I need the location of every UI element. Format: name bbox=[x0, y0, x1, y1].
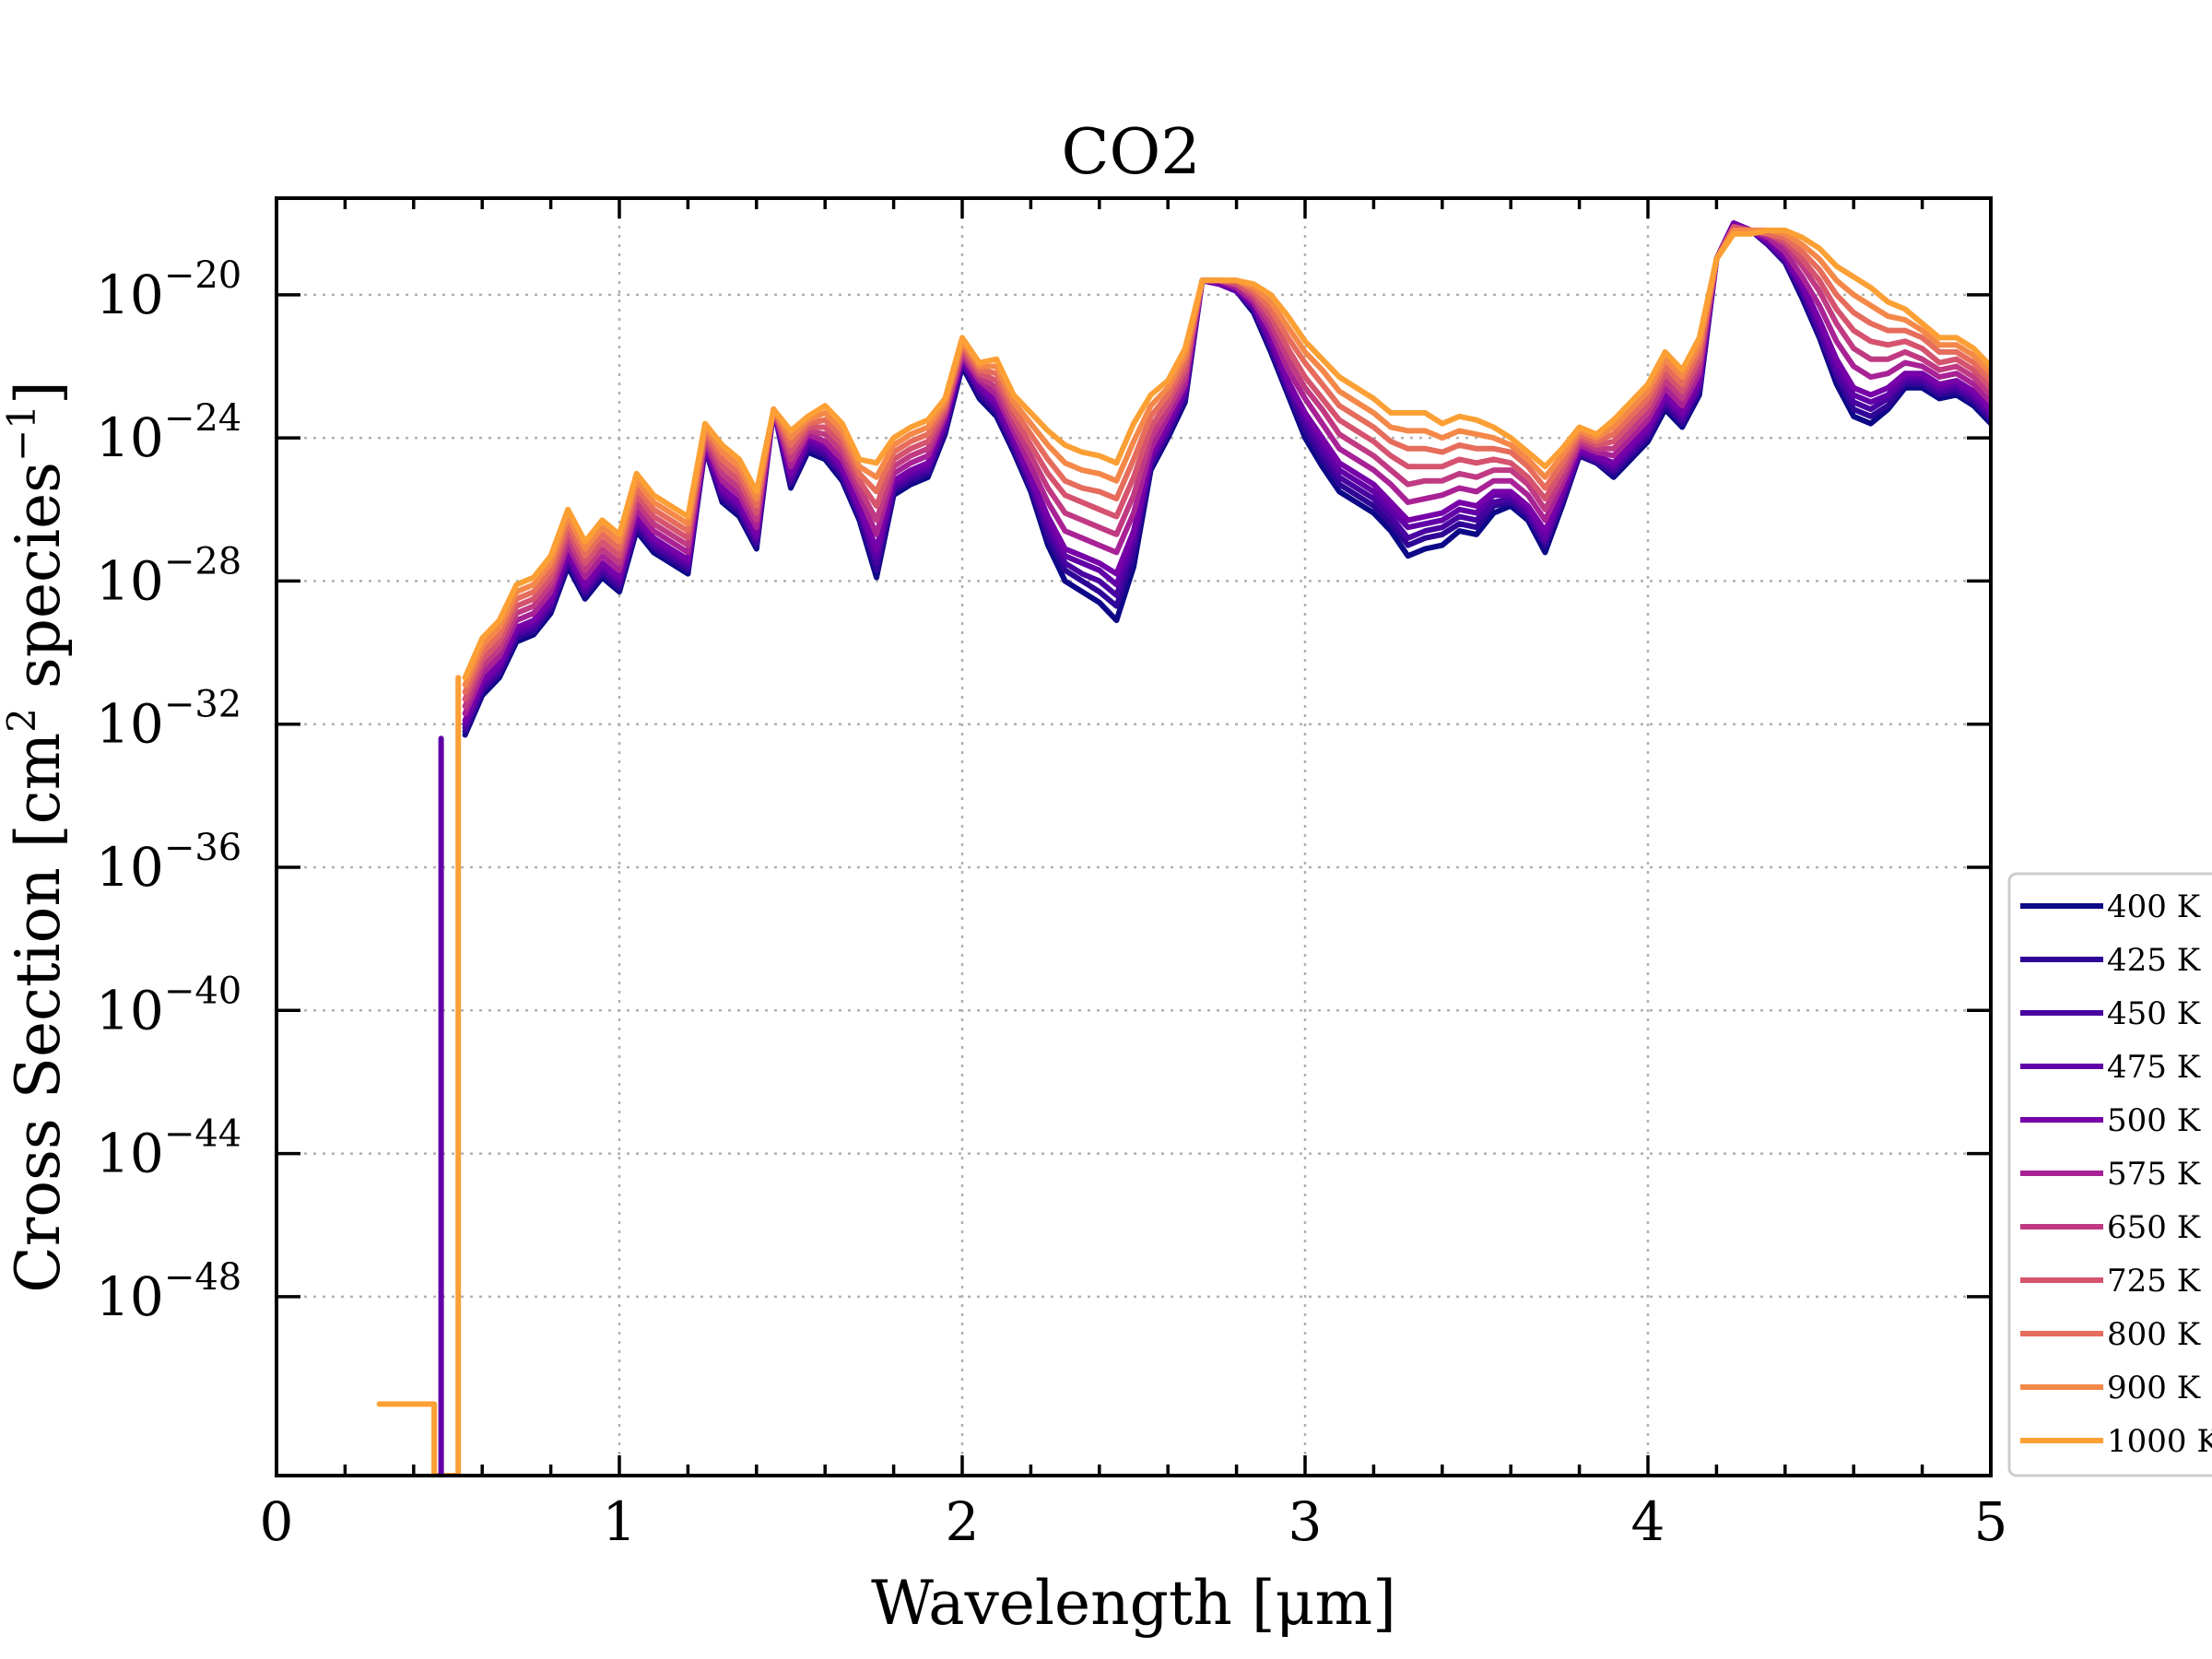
legend-label: 500 K bbox=[2107, 1102, 2201, 1139]
series-line-1000k bbox=[462, 227, 1991, 681]
y-tick-label: 10−36 bbox=[96, 827, 241, 899]
y-axis-label-sup1: 2 bbox=[0, 708, 44, 733]
chart-title: CO2 bbox=[1061, 116, 1200, 189]
y-tick-label: 10−24 bbox=[96, 397, 241, 469]
legend-box bbox=[2007, 872, 2212, 1477]
legend-label: 725 K bbox=[2107, 1263, 2201, 1300]
x-tick-label: 4 bbox=[1631, 1490, 1665, 1553]
legend: 400 K 425 K 450 K 475 K 500 K 575 K 650 K 725 K… bbox=[2007, 872, 2212, 1477]
y-tick-label: 10−28 bbox=[96, 540, 241, 612]
legend-label: 450 K bbox=[2107, 995, 2201, 1032]
x-tick-label: 3 bbox=[1288, 1490, 1323, 1553]
legend-label: 400 K bbox=[2107, 888, 2201, 925]
x-tick-label: 0 bbox=[260, 1490, 294, 1553]
y-tick-label: 10−44 bbox=[96, 1113, 241, 1185]
ticks bbox=[275, 198, 1993, 1476]
y-tick-labels: 10−20 10−24 10−28 10−32 10−36 10−40 10−44 10−48 bbox=[96, 254, 241, 1328]
legend-label: 1000 K bbox=[2107, 1423, 2212, 1460]
y-axis-label-mid: species bbox=[3, 462, 74, 708]
legend-label: 900 K bbox=[2107, 1370, 2201, 1406]
y-tick-label: 10−48 bbox=[96, 1256, 241, 1328]
y-axis-label-end: ] bbox=[3, 381, 74, 405]
series-group bbox=[376, 220, 1991, 1476]
legend-label: 800 K bbox=[2107, 1316, 2201, 1353]
y-tick-label: 10−20 bbox=[96, 254, 241, 326]
x-tick-label: 5 bbox=[1974, 1490, 2008, 1553]
plot-frame bbox=[275, 196, 1993, 1477]
y-tick-label: 10−32 bbox=[96, 684, 241, 756]
x-tick-label: 1 bbox=[603, 1490, 637, 1553]
y-axis-label-sup2: −1 bbox=[0, 405, 44, 462]
legend-label: 425 K bbox=[2107, 942, 2201, 979]
y-axis-label: Cross Section [cm2 species−1] bbox=[0, 381, 74, 1292]
x-tick-labels: 0 1 2 3 4 5 bbox=[260, 1490, 2008, 1553]
y-axis-label-main: Cross Section [cm bbox=[3, 733, 74, 1293]
legend-label: 475 K bbox=[2107, 1049, 2201, 1086]
y-tick-label: 10−40 bbox=[96, 970, 241, 1041]
legend-label: 650 K bbox=[2107, 1209, 2201, 1246]
x-axis-label: Wavelength [μm] bbox=[871, 1568, 1396, 1639]
legend-label: 575 K bbox=[2107, 1156, 2201, 1193]
series-edge-1000k bbox=[376, 675, 462, 1476]
x-tick-label: 2 bbox=[946, 1490, 980, 1553]
